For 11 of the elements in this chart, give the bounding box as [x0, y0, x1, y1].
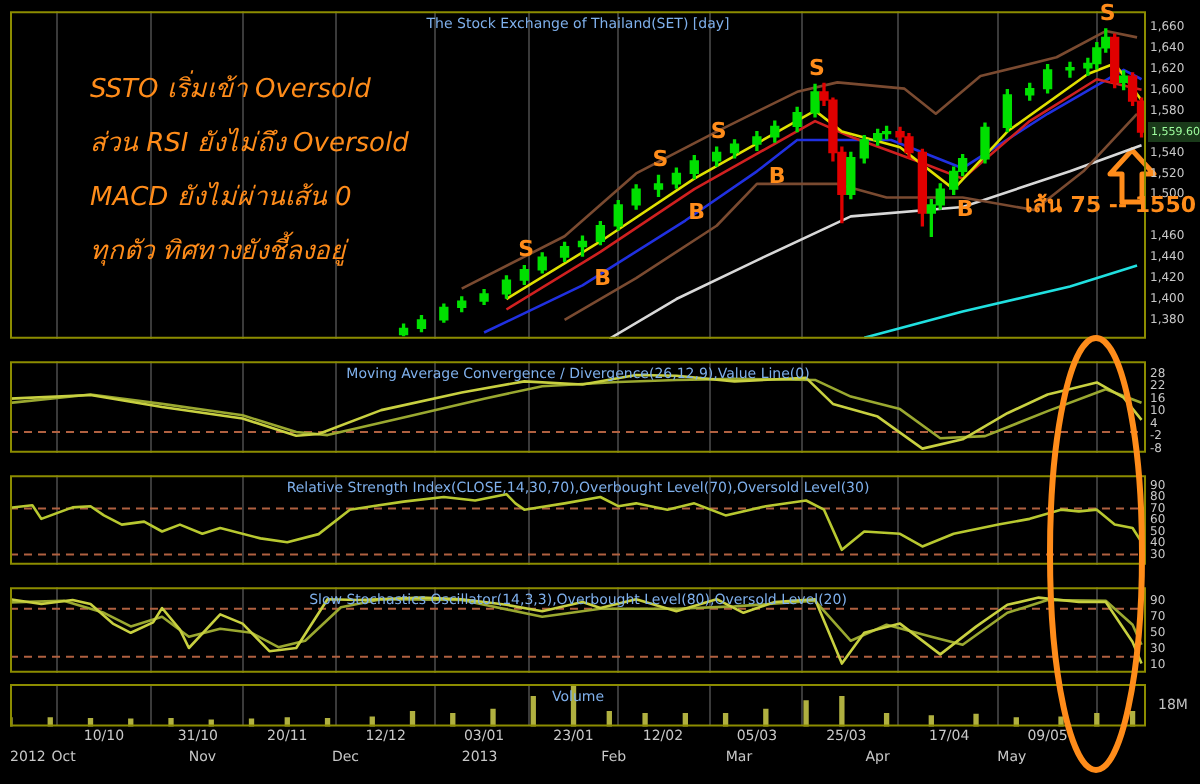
annotation: S	[518, 236, 535, 263]
annotation: S	[809, 55, 826, 82]
annotation: B	[594, 265, 612, 292]
annotation: SSTO เริ่มเข้า Oversold	[90, 68, 373, 105]
annotation: S	[652, 146, 669, 173]
annotation: ทุกตัว ทิศทางยังชี้ลงอยู่	[90, 230, 351, 267]
annotation: S	[1099, 0, 1116, 26]
annotation: ส่วน RSI ยังไม่ถึง Oversold	[90, 126, 411, 159]
annotation: B	[768, 162, 786, 189]
annotation: S	[710, 117, 727, 144]
annotation: MACD ยังไม่ผ่านเส้น 0	[90, 180, 352, 213]
